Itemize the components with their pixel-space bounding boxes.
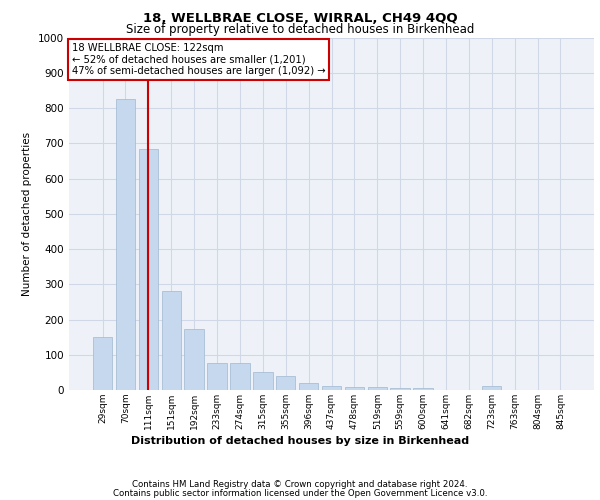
Text: Distribution of detached houses by size in Birkenhead: Distribution of detached houses by size … bbox=[131, 436, 469, 446]
Bar bbox=[139, 148, 158, 390]
Bar bbox=[322, 386, 341, 390]
Bar bbox=[93, 337, 112, 390]
Bar bbox=[344, 387, 364, 390]
Bar bbox=[299, 383, 319, 390]
Bar bbox=[184, 330, 204, 390]
Text: 18 WELLBRAE CLOSE: 122sqm
← 52% of detached houses are smaller (1,201)
47% of se: 18 WELLBRAE CLOSE: 122sqm ← 52% of detac… bbox=[71, 43, 325, 76]
Bar bbox=[161, 292, 181, 390]
Text: Contains public sector information licensed under the Open Government Licence v3: Contains public sector information licen… bbox=[113, 489, 487, 498]
Y-axis label: Number of detached properties: Number of detached properties bbox=[22, 132, 32, 296]
Bar bbox=[116, 99, 135, 390]
Bar bbox=[208, 362, 227, 390]
Bar bbox=[230, 362, 250, 390]
Bar bbox=[276, 376, 295, 390]
Text: Size of property relative to detached houses in Birkenhead: Size of property relative to detached ho… bbox=[126, 24, 474, 36]
Text: Contains HM Land Registry data © Crown copyright and database right 2024.: Contains HM Land Registry data © Crown c… bbox=[132, 480, 468, 489]
Bar bbox=[253, 372, 272, 390]
Bar bbox=[391, 388, 410, 390]
Bar bbox=[368, 387, 387, 390]
Bar bbox=[482, 386, 502, 390]
Bar bbox=[413, 388, 433, 390]
Text: 18, WELLBRAE CLOSE, WIRRAL, CH49 4QQ: 18, WELLBRAE CLOSE, WIRRAL, CH49 4QQ bbox=[143, 12, 457, 26]
